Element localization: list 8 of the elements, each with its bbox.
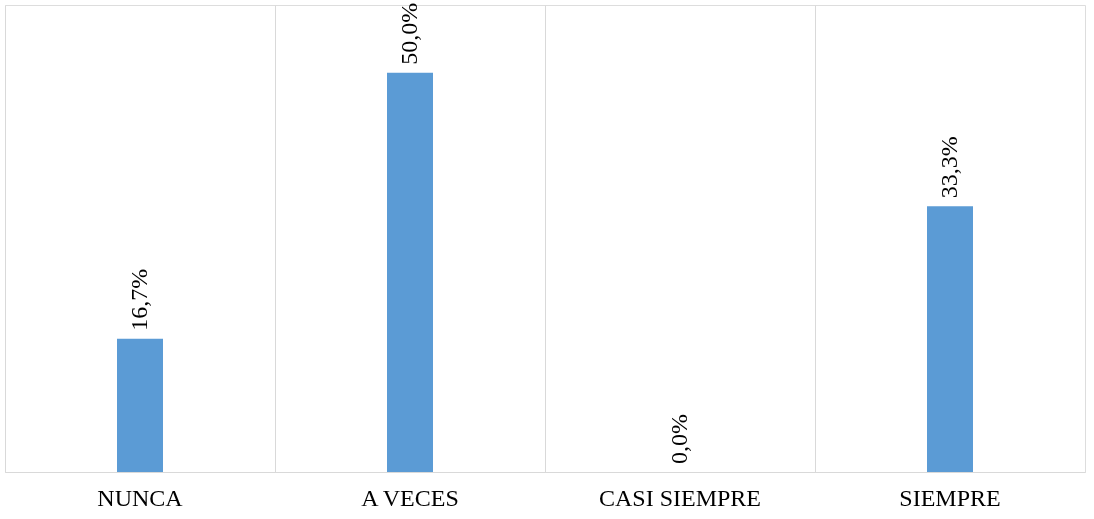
x-tick-label: SIEMPRE <box>899 484 1001 511</box>
x-tick-label: CASI SIEMPRE <box>598 484 762 511</box>
data-label: 33,3% <box>936 136 962 199</box>
data-label: 0,0% <box>666 414 692 464</box>
data-label: 50,0% <box>396 2 422 65</box>
data-label: 16,7% <box>126 268 152 331</box>
x-tick-label: NUNCA <box>97 484 184 511</box>
x-tick-label: A VECES <box>361 484 459 511</box>
